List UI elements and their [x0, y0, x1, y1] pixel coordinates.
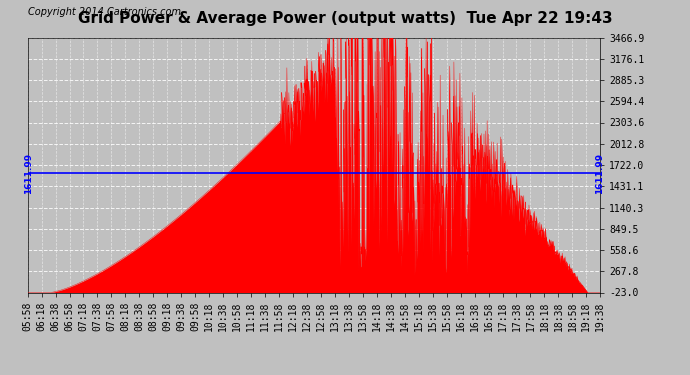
Text: 1611.99: 1611.99	[595, 153, 604, 194]
Text: Grid Power & Average Power (output watts)  Tue Apr 22 19:43: Grid Power & Average Power (output watts…	[78, 11, 612, 26]
Text: Copyright 2014 Cartronics.com: Copyright 2014 Cartronics.com	[28, 7, 181, 17]
Text: 1611.99: 1611.99	[24, 153, 33, 194]
